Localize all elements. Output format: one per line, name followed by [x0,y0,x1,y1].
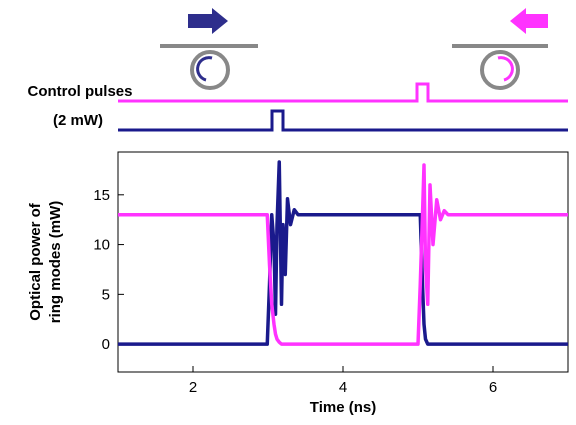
annotation: Control pulses [27,83,132,100]
y-tick-label: 10 [93,237,110,254]
y-axis-title: Optical power of [27,202,44,321]
plot-frame [117,151,569,373]
ring-arrow [196,56,213,82]
ring-arrow [497,56,514,82]
ring [480,50,520,90]
series-line [118,163,568,346]
arrow-left [510,8,548,34]
x-tick-label: 4 [339,379,347,396]
arrow-right [188,8,228,34]
x-tick-label: 6 [489,379,497,396]
schematic: Control pulses (2 mW) [27,8,568,132]
series-line [118,160,568,346]
x-tick-label: 2 [189,379,197,396]
y-axis-title: ring modes (mW) [47,201,64,324]
y-tick-label: 0 [102,336,110,353]
ring [190,50,230,90]
y-tick-label: 15 [93,187,110,204]
annotation: (2 mW) [53,112,103,129]
x-axis-title: Time (ns) [310,399,376,416]
control-pulse-blue [118,109,568,132]
y-tick-label: 5 [102,286,110,303]
control-pulse-magenta [118,82,568,103]
